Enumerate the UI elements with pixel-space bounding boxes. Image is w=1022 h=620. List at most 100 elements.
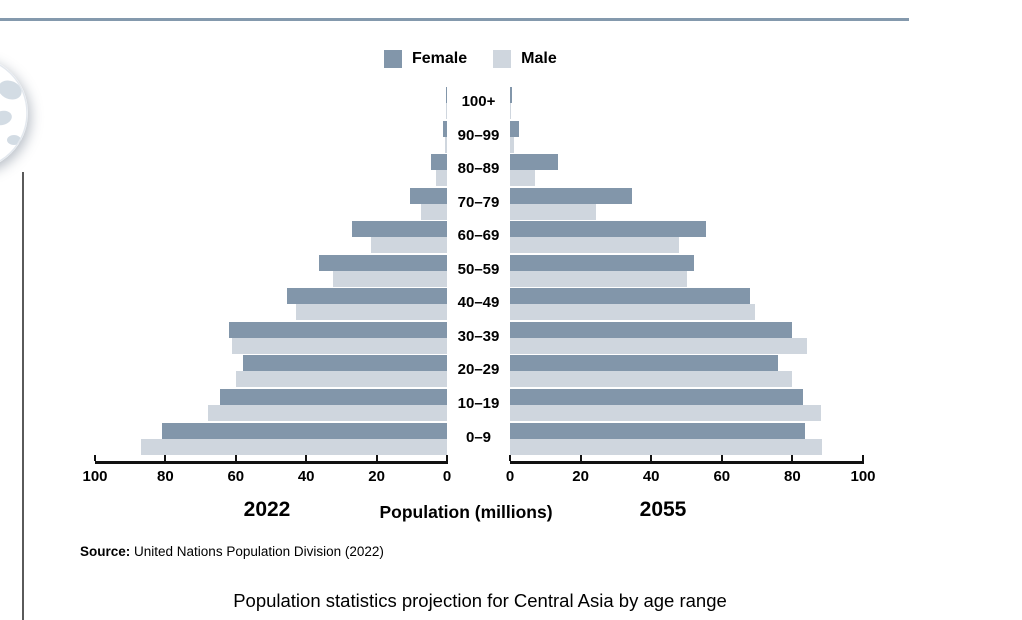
bar-2055-male (510, 203, 597, 220)
bar-2022-female (431, 154, 447, 171)
panel-2055-cell (510, 355, 863, 389)
panel-2022-cell (95, 321, 447, 356)
pyramid-row: 20–29 (95, 355, 863, 389)
pyramid-row: 70–79 (95, 187, 863, 222)
bar-2055-female (510, 120, 519, 137)
axis-tick-label: 100 (850, 468, 876, 485)
bar-2022-female (351, 221, 447, 238)
population-pyramid-chart: 100+ 90–99 80–89 70–79 60–69 50–59 40–49 30–39 2… (95, 87, 863, 456)
axis-tick-label: 100 (82, 468, 108, 485)
panel-2022-cell (95, 154, 447, 188)
pyramid-row: 80–89 (95, 154, 863, 188)
panel-2055-cell (510, 288, 863, 322)
bar-2022-male (295, 304, 447, 321)
bar-2022-male (436, 170, 447, 187)
panel-2055-cell (510, 422, 863, 457)
panel-2055-cell (510, 221, 863, 255)
age-group-label: 10–19 (457, 394, 500, 412)
axis-tick-label: 40 (297, 468, 315, 485)
axis-tick-label: 0 (505, 468, 515, 485)
axis-tick-label: 80 (784, 468, 801, 485)
bar-2022-female (219, 388, 447, 405)
bar-2022-male (420, 203, 447, 220)
bar-2055-male (510, 337, 807, 354)
panel-2055-cell (510, 154, 863, 188)
bar-2022-female (161, 422, 447, 439)
bar-2022-male (140, 438, 447, 455)
bar-2055-male (510, 404, 821, 421)
source-line: Source: United Nations Population Divisi… (80, 544, 384, 559)
panel-2022-cell (95, 221, 447, 255)
bar-2055-male (510, 103, 512, 119)
pyramid-row: 50–59 (95, 254, 863, 289)
bar-2022-male (207, 404, 447, 421)
axis-tick (164, 455, 167, 461)
axis-tick (650, 455, 653, 461)
age-group-label: 70–79 (457, 193, 500, 211)
axis-tick-label: 20 (572, 468, 589, 485)
panel-2022-cell (95, 355, 447, 389)
bar-2055-male (510, 438, 823, 455)
panel-2022-cell (95, 120, 447, 155)
top-border-rule (0, 18, 909, 21)
axis-tick (305, 455, 308, 461)
bar-2022-female (443, 120, 447, 137)
axis-tick (375, 455, 378, 461)
female-legend-label: Female (412, 50, 468, 67)
axis-tick-label: 60 (227, 468, 245, 485)
bar-2055-female (510, 321, 793, 338)
female-legend-swatch (384, 50, 402, 68)
axis-tick (509, 455, 511, 461)
axis-tick (791, 455, 794, 461)
age-group-label: 80–89 (457, 160, 500, 178)
age-group-label: 0–9 (465, 428, 492, 446)
globe-logo (0, 56, 28, 170)
male-legend-label: Male (521, 50, 557, 67)
axis-tick (579, 455, 582, 461)
panel-2022-cell (95, 422, 447, 457)
pyramid-row: 10–19 (95, 388, 863, 423)
age-group-label: 30–39 (457, 327, 500, 345)
bar-2022-female (286, 288, 447, 305)
panel-2022-cell (95, 187, 447, 222)
globe-icon (0, 64, 28, 162)
axis-tick (94, 455, 96, 461)
panel-2022-cell (95, 254, 447, 289)
bar-2055-female (510, 87, 512, 103)
axis-tick-label: 60 (713, 468, 731, 485)
bar-2022-female (410, 187, 447, 204)
bar-2022-male (371, 237, 447, 254)
bar-2055-female (510, 422, 805, 439)
x-axis-title: Population (millions) (379, 502, 553, 522)
bar-2022-male (445, 136, 447, 153)
source-label: Source: (80, 544, 131, 559)
x-axis-line-2022 (95, 461, 448, 464)
age-group-label: 20–29 (457, 361, 500, 379)
age-group-label: 100+ (461, 93, 496, 110)
bar-2055-male (510, 136, 514, 153)
pyramid-row: 30–39 (95, 321, 863, 356)
bar-2022-female (445, 87, 447, 103)
axis-tick (234, 455, 237, 461)
bar-2022-male (332, 270, 447, 287)
panel-2055-cell (510, 87, 863, 121)
bar-2022-female (318, 254, 447, 271)
panel-2022-cell (95, 288, 447, 322)
axis-tick-label: 40 (642, 468, 660, 485)
panel-2055-cell (510, 254, 863, 289)
axis-tick (862, 455, 864, 461)
pyramid-row: 60–69 (95, 221, 863, 255)
bar-2022-female (228, 321, 447, 338)
bar-2055-male (510, 304, 756, 321)
bar-2022-male (235, 371, 447, 388)
axis-tick (446, 455, 448, 461)
chart-title: Population statistics projection for Cen… (233, 590, 727, 611)
bar-2055-male (510, 170, 535, 187)
panel-2055-cell (510, 388, 863, 423)
bar-2055-female (510, 187, 632, 204)
year-label-2022: 2022 (243, 498, 291, 521)
age-group-label: 50–59 (457, 260, 500, 278)
year-label-2055: 2055 (639, 498, 687, 521)
axis-tick-label: 20 (368, 468, 385, 485)
bar-2022-female (242, 355, 447, 372)
